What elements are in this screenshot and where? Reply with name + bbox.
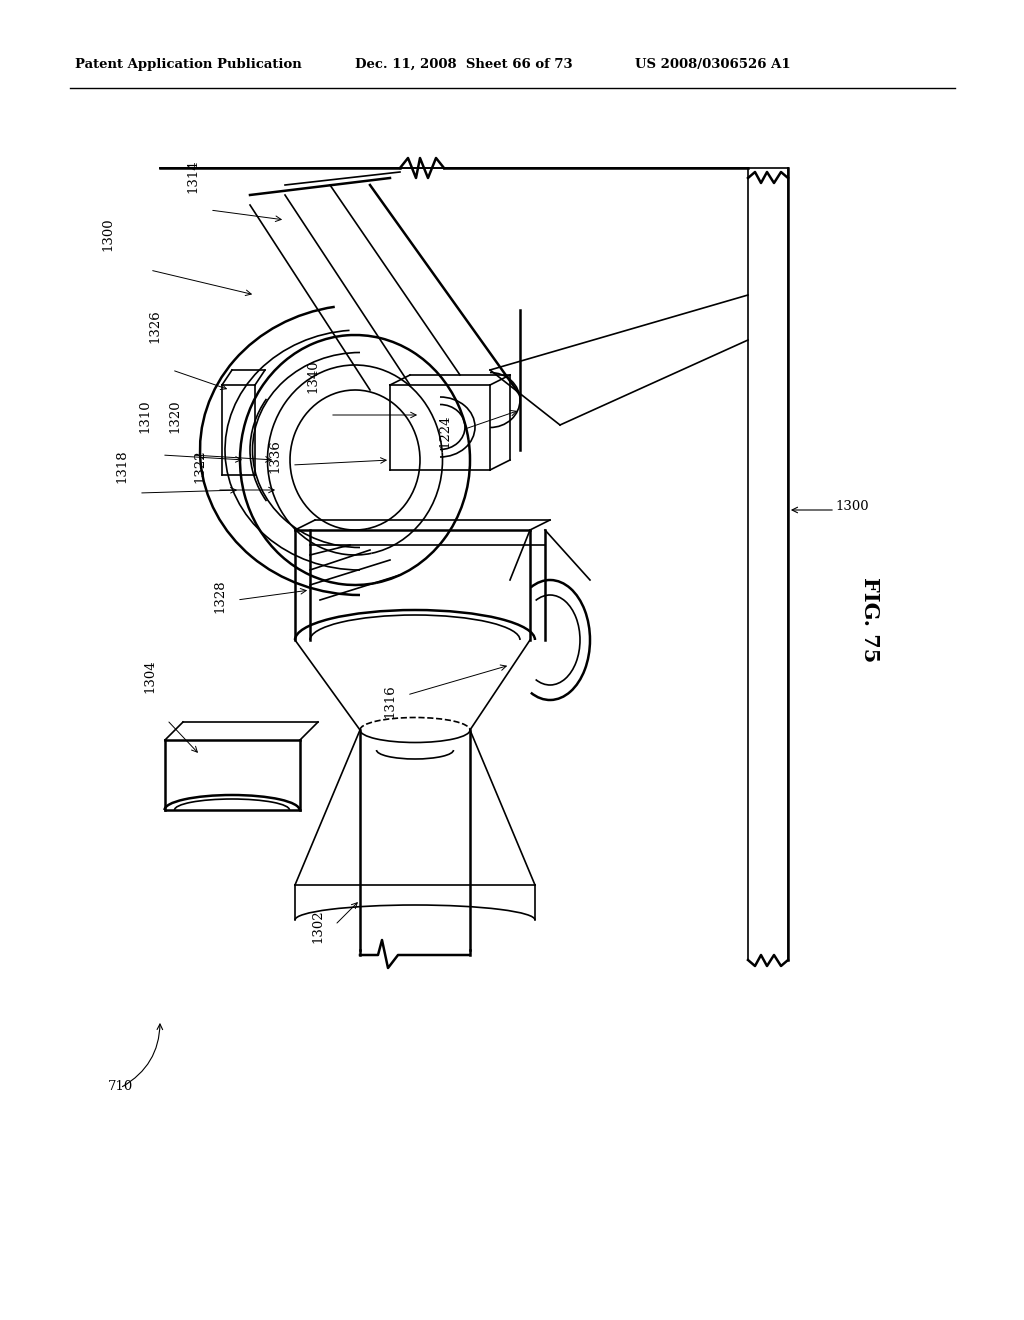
Text: US 2008/0306526 A1: US 2008/0306526 A1	[635, 58, 791, 71]
Text: 1322: 1322	[194, 449, 207, 483]
Text: FIG. 75: FIG. 75	[860, 577, 880, 663]
Text: 1320: 1320	[169, 400, 181, 433]
Text: 1340: 1340	[306, 359, 319, 393]
Text: Dec. 11, 2008  Sheet 66 of 73: Dec. 11, 2008 Sheet 66 of 73	[355, 58, 572, 71]
Text: 1316: 1316	[384, 684, 396, 718]
Text: 1300: 1300	[835, 500, 868, 513]
Text: 1224: 1224	[438, 414, 452, 447]
Text: 1314: 1314	[186, 160, 200, 193]
Text: 1328: 1328	[213, 579, 226, 612]
Text: 1318: 1318	[116, 449, 128, 483]
Text: 1302: 1302	[311, 909, 325, 942]
Text: Patent Application Publication: Patent Application Publication	[75, 58, 302, 71]
Text: 1304: 1304	[143, 660, 157, 693]
Text: 1310: 1310	[138, 400, 152, 433]
Text: 1336: 1336	[268, 440, 282, 473]
Text: 710: 710	[108, 1080, 133, 1093]
Text: 1300: 1300	[101, 218, 115, 251]
Text: 1326: 1326	[148, 309, 162, 343]
